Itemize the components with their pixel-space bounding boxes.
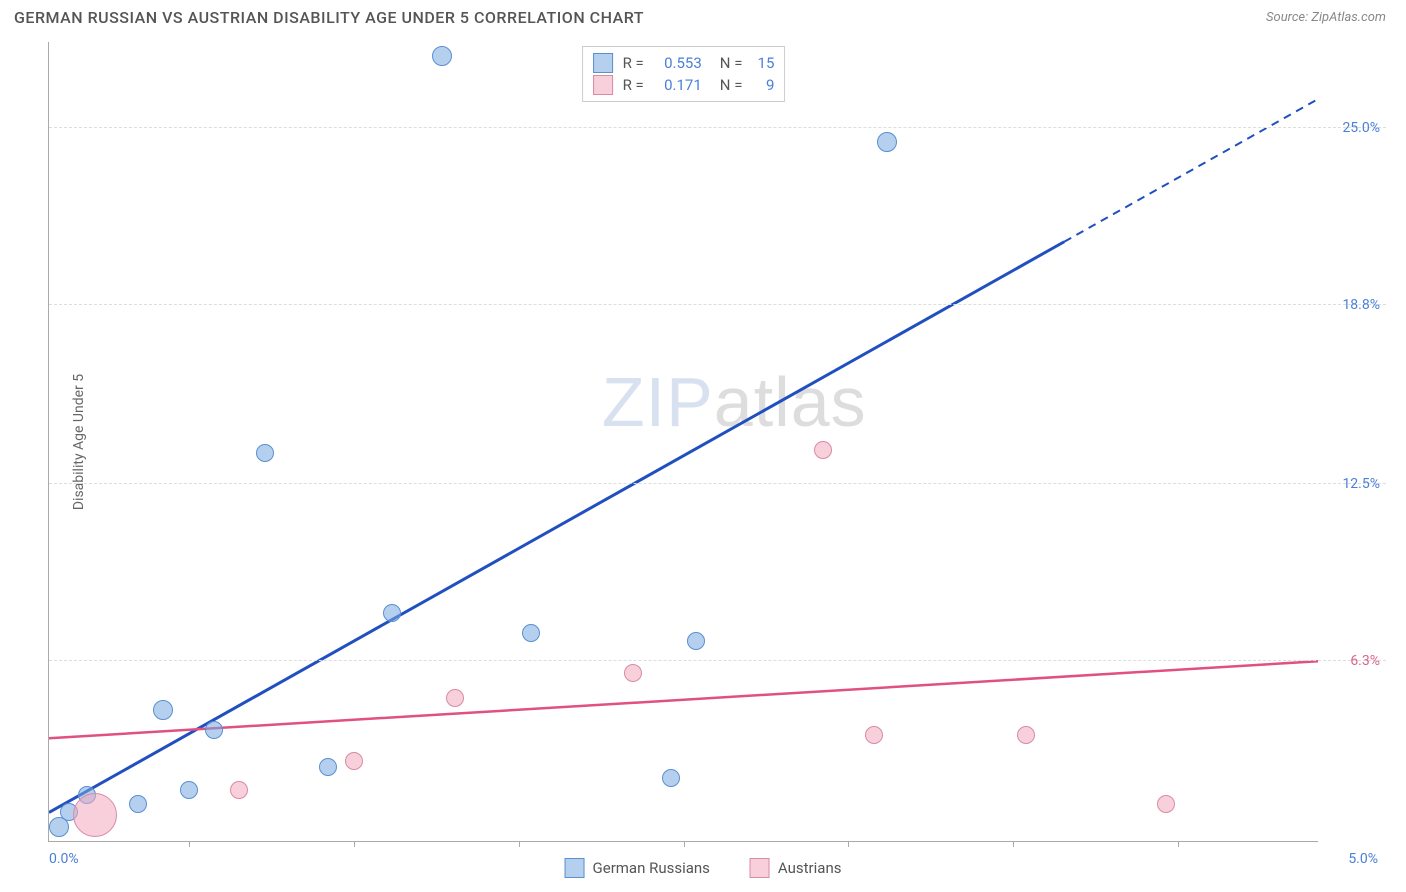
y-tick-label: 12.5% bbox=[1342, 476, 1380, 492]
x-tick-max: 5.0% bbox=[1348, 851, 1378, 867]
watermark-atlas: atlas bbox=[714, 363, 867, 441]
grid-line bbox=[49, 660, 1386, 661]
data-point[interactable] bbox=[1017, 726, 1035, 744]
legend-n-label: N = bbox=[720, 54, 743, 72]
data-point[interactable] bbox=[230, 781, 248, 799]
data-point[interactable] bbox=[180, 781, 198, 799]
data-point[interactable] bbox=[877, 132, 897, 152]
data-point[interactable] bbox=[522, 624, 540, 642]
data-point[interactable] bbox=[1157, 795, 1175, 813]
y-tick-label: 25.0% bbox=[1342, 120, 1380, 136]
grid-line bbox=[49, 483, 1386, 484]
y-tick-label: 6.3% bbox=[1350, 653, 1380, 669]
data-point[interactable] bbox=[814, 441, 832, 459]
grid-line bbox=[49, 304, 1386, 305]
data-point[interactable] bbox=[129, 795, 147, 813]
chart-area: Disability Age Under 5 ZIPatlas R = 0.553… bbox=[48, 42, 1386, 842]
data-point[interactable] bbox=[205, 721, 223, 739]
x-tick-mark bbox=[519, 841, 520, 847]
trend-line bbox=[49, 661, 1318, 738]
x-tick-mark bbox=[189, 841, 190, 847]
data-point[interactable] bbox=[446, 689, 464, 707]
trend-lines bbox=[49, 42, 1318, 841]
legend-swatch bbox=[593, 75, 613, 95]
y-axis-label: Disability Age Under 5 bbox=[71, 373, 87, 509]
legend-series-label: Austrians bbox=[778, 859, 842, 877]
legend-series-label: German Russians bbox=[593, 859, 710, 877]
watermark: ZIPatlas bbox=[602, 362, 867, 442]
data-point[interactable] bbox=[662, 769, 680, 787]
legend-r-value: 0.171 bbox=[650, 76, 702, 94]
legend-r-label: R = bbox=[623, 54, 644, 72]
y-tick-label: 18.8% bbox=[1342, 297, 1380, 313]
legend-n-value: 15 bbox=[748, 54, 774, 72]
x-tick-mark bbox=[354, 841, 355, 847]
data-point[interactable] bbox=[153, 700, 173, 720]
x-tick-mark bbox=[1013, 841, 1014, 847]
grid-line bbox=[49, 127, 1386, 128]
legend-series: German Russians Austrians bbox=[565, 858, 842, 878]
chart-header: GERMAN RUSSIAN VS AUSTRIAN DISABILITY AG… bbox=[0, 0, 1406, 31]
legend-n-label: N = bbox=[720, 76, 743, 94]
legend-n-value: 9 bbox=[748, 76, 774, 94]
x-tick-mark bbox=[1178, 841, 1179, 847]
x-tick-mark bbox=[684, 841, 685, 847]
chart-source: Source: ZipAtlas.com bbox=[1266, 10, 1386, 25]
data-point[interactable] bbox=[319, 758, 337, 776]
legend-swatch bbox=[593, 53, 613, 73]
data-point[interactable] bbox=[345, 752, 363, 770]
chart-title: GERMAN RUSSIAN VS AUSTRIAN DISABILITY AG… bbox=[14, 8, 644, 27]
legend-stat-row: R = 0.171 N = 9 bbox=[593, 75, 775, 95]
legend-stat-row: R = 0.553 N = 15 bbox=[593, 53, 775, 73]
x-tick-mark bbox=[848, 841, 849, 847]
legend-series-item[interactable]: German Russians bbox=[565, 858, 710, 878]
trend-line bbox=[49, 242, 1064, 813]
legend-swatch bbox=[565, 858, 585, 878]
data-point[interactable] bbox=[432, 46, 452, 66]
legend-stats: R = 0.553 N = 15 R = 0.171 N = 9 bbox=[582, 46, 786, 102]
data-point[interactable] bbox=[73, 793, 117, 837]
data-point[interactable] bbox=[256, 444, 274, 462]
trend-line-dashed bbox=[1064, 99, 1318, 242]
data-point[interactable] bbox=[624, 664, 642, 682]
data-point[interactable] bbox=[383, 604, 401, 622]
data-point[interactable] bbox=[865, 726, 883, 744]
data-point[interactable] bbox=[687, 632, 705, 650]
legend-swatch bbox=[750, 858, 770, 878]
x-tick-min: 0.0% bbox=[49, 851, 79, 867]
plot-area: Disability Age Under 5 ZIPatlas R = 0.553… bbox=[48, 42, 1318, 842]
legend-r-value: 0.553 bbox=[650, 54, 702, 72]
legend-series-item[interactable]: Austrians bbox=[750, 858, 842, 878]
legend-r-label: R = bbox=[623, 76, 644, 94]
watermark-zip: ZIP bbox=[602, 363, 714, 441]
